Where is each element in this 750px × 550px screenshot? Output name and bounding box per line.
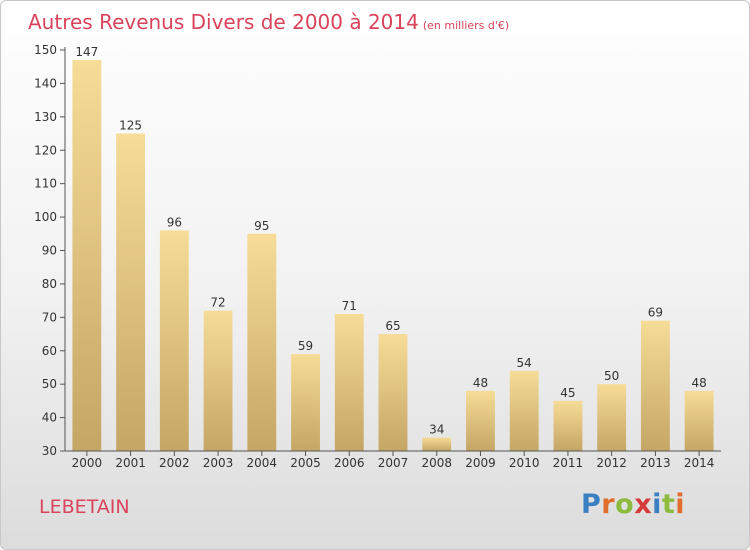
y-tick-label: 60	[42, 344, 57, 358]
chart-subtitle: (en milliers d'€)	[422, 19, 510, 32]
bar	[247, 233, 277, 451]
bar	[291, 354, 320, 451]
x-tick-label: 2002	[159, 456, 190, 470]
y-tick-label: 50	[42, 377, 57, 391]
bar	[509, 370, 539, 451]
bar	[159, 230, 189, 451]
bar	[116, 133, 146, 451]
x-tick-label: 2013	[640, 456, 671, 470]
bar	[640, 320, 670, 451]
x-tick-label: 2008	[421, 456, 452, 470]
y-tick-label: 70	[42, 310, 57, 324]
bar-value-label: 65	[385, 319, 400, 333]
bar	[553, 400, 583, 451]
y-tick-label: 80	[42, 277, 57, 291]
x-tick-label: 2011	[553, 456, 584, 470]
bar	[378, 334, 408, 451]
y-tick-label: 30	[42, 444, 57, 458]
bar-value-label: 54	[517, 356, 532, 370]
x-tick-label: 2007	[378, 456, 409, 470]
y-tick-label: 100	[34, 210, 57, 224]
x-tick-label: 2003	[203, 456, 234, 470]
y-tick-label: 140	[34, 76, 57, 90]
bar-value-label: 72	[210, 296, 225, 310]
y-tick-label: 150	[34, 43, 57, 57]
x-tick-label: 2014	[684, 456, 715, 470]
place-name: LEBETAIN	[39, 496, 130, 518]
logo-letter: r	[601, 489, 616, 520]
y-tick-label: 40	[42, 411, 57, 425]
logo-letter: x	[634, 489, 653, 520]
logo-letter: i	[652, 489, 662, 520]
bar-value-label: 95	[254, 219, 269, 233]
bar-value-label: 96	[167, 215, 182, 229]
bar-value-label: 48	[691, 376, 706, 390]
bar	[422, 437, 452, 451]
x-tick-label: 2006	[334, 456, 365, 470]
bar-value-label: 71	[342, 299, 357, 313]
y-tick-label: 120	[34, 143, 57, 157]
bar-value-label: 45	[560, 386, 575, 400]
x-tick-label: 2012	[596, 456, 627, 470]
bar-value-label: 69	[648, 306, 663, 320]
x-tick-label: 2005	[290, 456, 321, 470]
x-tick-label: 2001	[115, 456, 146, 470]
bar-value-label: 48	[473, 376, 488, 390]
bar	[466, 390, 495, 451]
proxiti-logo: Proxiti	[581, 489, 685, 520]
y-tick-label: 110	[34, 177, 57, 191]
x-tick-label: 2009	[465, 456, 496, 470]
logo-letter: o	[615, 489, 635, 520]
x-tick-label: 2010	[509, 456, 540, 470]
bar	[597, 384, 627, 451]
bar-value-label: 34	[429, 423, 444, 437]
x-tick-label: 2000	[72, 456, 103, 470]
bar	[684, 390, 714, 451]
y-tick-label: 130	[34, 110, 57, 124]
bar-value-label: 125	[119, 119, 142, 133]
bar-value-label: 147	[75, 45, 98, 59]
logo-letter: t	[661, 489, 676, 520]
bar	[203, 310, 233, 451]
bar-value-label: 50	[604, 369, 619, 383]
logo-letter: P	[581, 489, 602, 520]
bar-value-label: 59	[298, 339, 313, 353]
bar	[72, 60, 102, 452]
y-tick-label: 90	[42, 244, 57, 258]
chart-title: Autres Revenus Divers de 2000 à 2014 (en …	[28, 10, 510, 34]
bar	[334, 313, 364, 451]
x-tick-label: 2004	[247, 456, 278, 470]
logo-letter: i	[675, 489, 686, 520]
